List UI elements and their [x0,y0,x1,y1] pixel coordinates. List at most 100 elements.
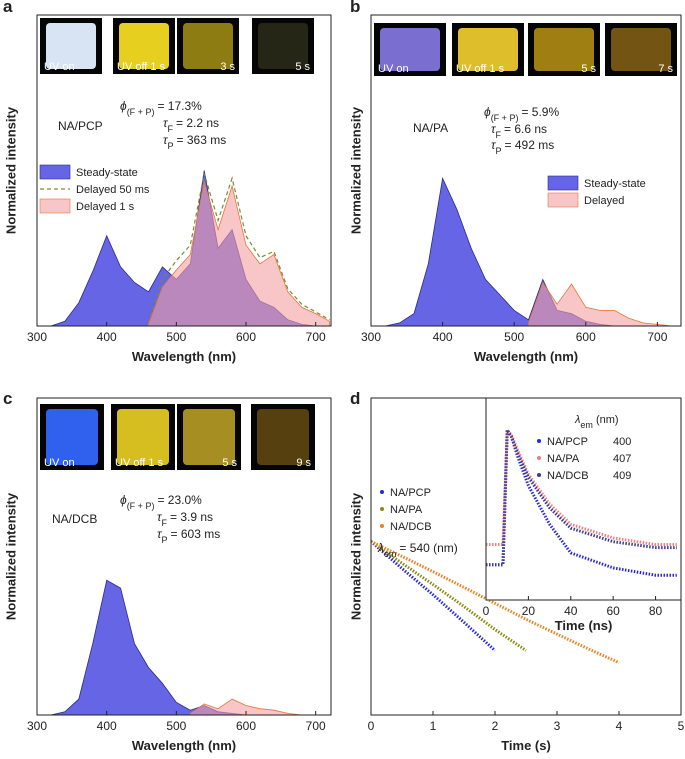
legend-label: Steady-state [76,167,138,179]
legend-label: Delayed 50 ms [76,184,150,196]
decay-trace [486,426,677,546]
legend-marker [380,490,384,494]
panel-letter: a [3,0,13,16]
legend-label: NA/DCB [390,521,432,533]
subscript: (F + P) [491,113,519,123]
annotation: ϕ(F + P) = 17.3% [120,99,202,117]
annotation-part: τ [491,138,497,152]
x-tick-label: 4 [616,719,623,733]
area [385,176,672,326]
annotation-part: τ [163,116,169,130]
annotation-part: = 17.3% [157,99,202,113]
annotation: τF = 6.6 ns [491,122,547,140]
photo-sample [117,409,169,465]
panel-letter: c [3,389,12,408]
photo-sample [258,23,308,69]
annotation-part: = 23.0% [157,493,202,507]
photo-sample [611,28,671,71]
photo-sample [458,28,518,71]
area [148,181,330,326]
sample-name: NA/PCP [58,119,103,133]
series-group [486,425,677,577]
subscript: (F + P) [127,501,155,511]
annotation-part: ϕ [120,99,127,113]
legend-label: Delayed [584,195,624,207]
legend-marker [380,524,384,528]
x-tick-label: 700 [306,330,326,344]
x-tick-label: 5 [678,719,685,733]
annotation-part: = 363 ms [177,133,227,147]
photo-label: 7 s [658,63,673,75]
x-tick-label: 400 [97,719,117,733]
x-tick-label: 0 [483,604,490,618]
y-axis-label: Normalized intensity [3,106,18,234]
series-group [371,540,620,665]
legend-label: NA/PA [390,504,423,516]
subscript: F [496,130,502,140]
legend-label: NA/PCP [390,487,431,499]
annotation-part: = 540 (nm) [399,541,457,555]
subscript: P [168,141,174,151]
series-group [50,170,330,326]
plot-frame [370,14,682,327]
legend-label: Delayed 1 s [76,201,135,213]
photo-label: 9 s [296,457,311,469]
decay-trace [371,540,497,652]
annotation-part: (nm) [596,414,619,426]
sample-name: NA/PA [413,121,448,135]
x-axis-label: Wavelength (nm) [132,349,236,364]
annotation: τF = 2.2 ns [163,116,219,134]
legend-label: NA/DCB [547,470,589,482]
area [189,698,330,715]
x-tick-label: 0 [368,719,375,733]
annotation: τP = 492 ms [491,138,554,156]
x-tick-label: 60 [606,604,620,618]
photo-label: 5 s [581,63,596,75]
panel-letter: d [350,389,360,408]
x-tick-label: 40 [564,604,578,618]
x-tick-label: 3 [554,719,561,733]
legend-swatch [547,175,579,191]
legend-label: Steady-state [584,178,646,190]
annotation: λem = 540 (nm) [377,541,458,559]
legend-label: NA/PA [547,453,580,465]
photo-sample [534,28,594,71]
annotation-part: = 3.9 ns [170,510,213,524]
annotation-part: τ [491,122,497,136]
annotation-part: λ [574,414,580,426]
photo-sample [46,409,98,465]
x-axis-label: Wavelength (nm) [132,738,236,753]
photo-sample [183,409,235,465]
subscript: (F + P) [127,107,155,117]
annotation-part: ϕ [484,105,491,119]
sample-name: NA/DCB [52,512,97,526]
photo-sample [257,409,309,465]
plot-frame [36,14,332,327]
x-tick-label: 300 [27,719,47,733]
annotation-part: τ [157,527,163,541]
legend-wavelength: 400 [613,436,631,448]
photo-label: UV on [378,63,409,75]
photo-sample [119,23,169,69]
x-tick-label: 400 [97,330,117,344]
photo-label: UV off 1 s [115,457,164,469]
x-axis-label: Wavelength (nm) [474,349,578,364]
x-tick-label: 600 [576,330,596,344]
x-tick-label: 700 [306,719,326,733]
legend-label: NA/PCP [547,436,588,448]
annotation: τP = 363 ms [163,133,226,151]
legend-wavelength: 409 [613,470,631,482]
photo-label: UV off 1 s [456,63,505,75]
photo-label: UV on [44,61,75,73]
y-axis-label: Normalized intensity [348,492,363,620]
plot-frame [36,397,332,716]
annotation-part: ϕ [120,493,127,507]
subscript: em [384,549,397,559]
series-group [50,579,330,715]
photo-label: 5 s [295,61,310,73]
annotation-part: τ [163,133,169,147]
annotation-part: = 492 ms [505,138,555,152]
subscript: em [580,420,593,430]
legend-marker [537,473,541,477]
series-group [385,176,672,326]
